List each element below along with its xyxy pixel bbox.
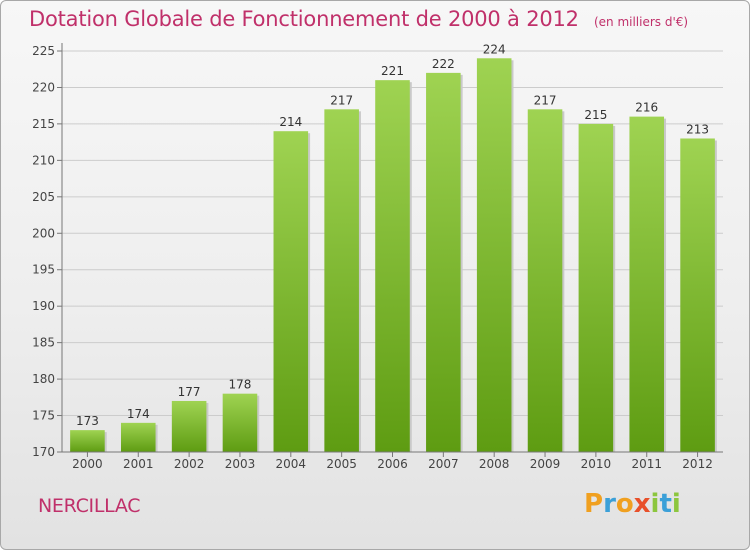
bar [680,138,715,452]
x-tick-label: 2004 [276,457,307,471]
y-tick-label: 170 [32,445,55,459]
data-label: 178 [229,378,252,392]
data-label: 216 [635,101,658,115]
y-tick-label: 190 [32,299,55,313]
data-label: 217 [330,93,353,107]
x-tick-label: 2012 [682,457,713,471]
x-tick-label: 2007 [428,457,459,471]
bar [70,430,105,452]
chart-title: Dotation Globale de Fonctionnement de 20… [29,7,579,31]
y-tick-label: 225 [32,44,55,58]
y-tick-label: 215 [32,117,55,131]
y-tick-label: 205 [32,190,55,204]
data-label: 221 [381,64,404,78]
y-tick-label: 195 [32,263,55,277]
logo-letter: x [633,489,651,519]
data-label: 217 [534,93,557,107]
data-label: 177 [178,385,201,399]
commune-name: NERCILLAC [38,495,141,517]
logo-letter: i [650,489,660,519]
x-tick-label: 2001 [123,457,154,471]
y-tick-label: 185 [32,336,55,350]
logo-letter: r [603,489,616,519]
logo-letter: t [659,489,672,519]
x-tick-label: 2006 [377,457,408,471]
x-tick-label: 2010 [581,457,612,471]
x-tick-label: 2002 [174,457,205,471]
x-tick-label: 2005 [326,457,357,471]
y-tick-label: 220 [32,80,55,94]
y-tick-label: 200 [32,226,55,240]
logo-letter: o [615,489,634,519]
x-tick-label: 2011 [631,457,662,471]
bar [273,131,309,452]
data-label: 214 [279,115,302,129]
data-label: 222 [432,57,455,71]
x-tick-label: 2009 [530,457,561,471]
data-label: 173 [76,414,99,428]
data-label: 213 [686,122,709,136]
bar [527,109,563,452]
proxiti-logo: Proxiti [584,489,681,519]
x-tick-label: 2008 [479,457,510,471]
x-tick-label: 2003 [225,457,256,471]
logo-letter: P [584,489,604,519]
bar [171,400,207,452]
y-tick-label: 180 [32,372,55,386]
axis-layer: 170 175 180 185 190 195 200 205 210 215 220 225 2000… [32,43,723,471]
bar [578,123,614,452]
x-tick-label: 2000 [72,457,103,471]
data-label: 174 [127,407,150,421]
bar [375,80,410,452]
bar [426,72,461,452]
bar [120,422,156,452]
chart-title-row: Dotation Globale de Fonctionnement de 20… [29,7,688,31]
logo-letter: i [671,489,681,519]
bar [324,109,359,452]
y-tick-label: 175 [32,409,55,423]
bar [476,58,512,453]
y-tick-label: 210 [32,153,55,167]
chart-subtitle: (en milliers d'€) [593,15,689,29]
data-label: 224 [483,42,506,56]
bars-layer: 173 174 177 178 214 217 221 222 224 217 215 216 213 [70,42,717,453]
bar [629,116,665,453]
bar [222,393,258,452]
data-label: 215 [584,108,607,122]
